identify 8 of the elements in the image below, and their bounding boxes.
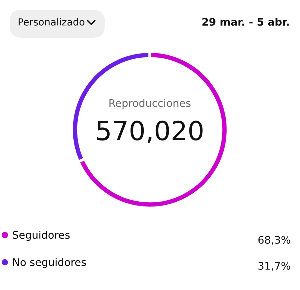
text: Reproducciones <box>110 99 191 110</box>
text: 29 mar. - 5 abr. <box>202 18 289 26</box>
data-label: 68,3% <box>258 236 290 246</box>
text: 570,020 <box>97 120 203 144</box>
data-label: 31,7% <box>258 262 290 272</box>
text: Personalizado <box>18 18 85 26</box>
legend-label: No seguidores <box>13 258 86 268</box>
legend-label: Seguidores <box>13 231 70 242</box>
